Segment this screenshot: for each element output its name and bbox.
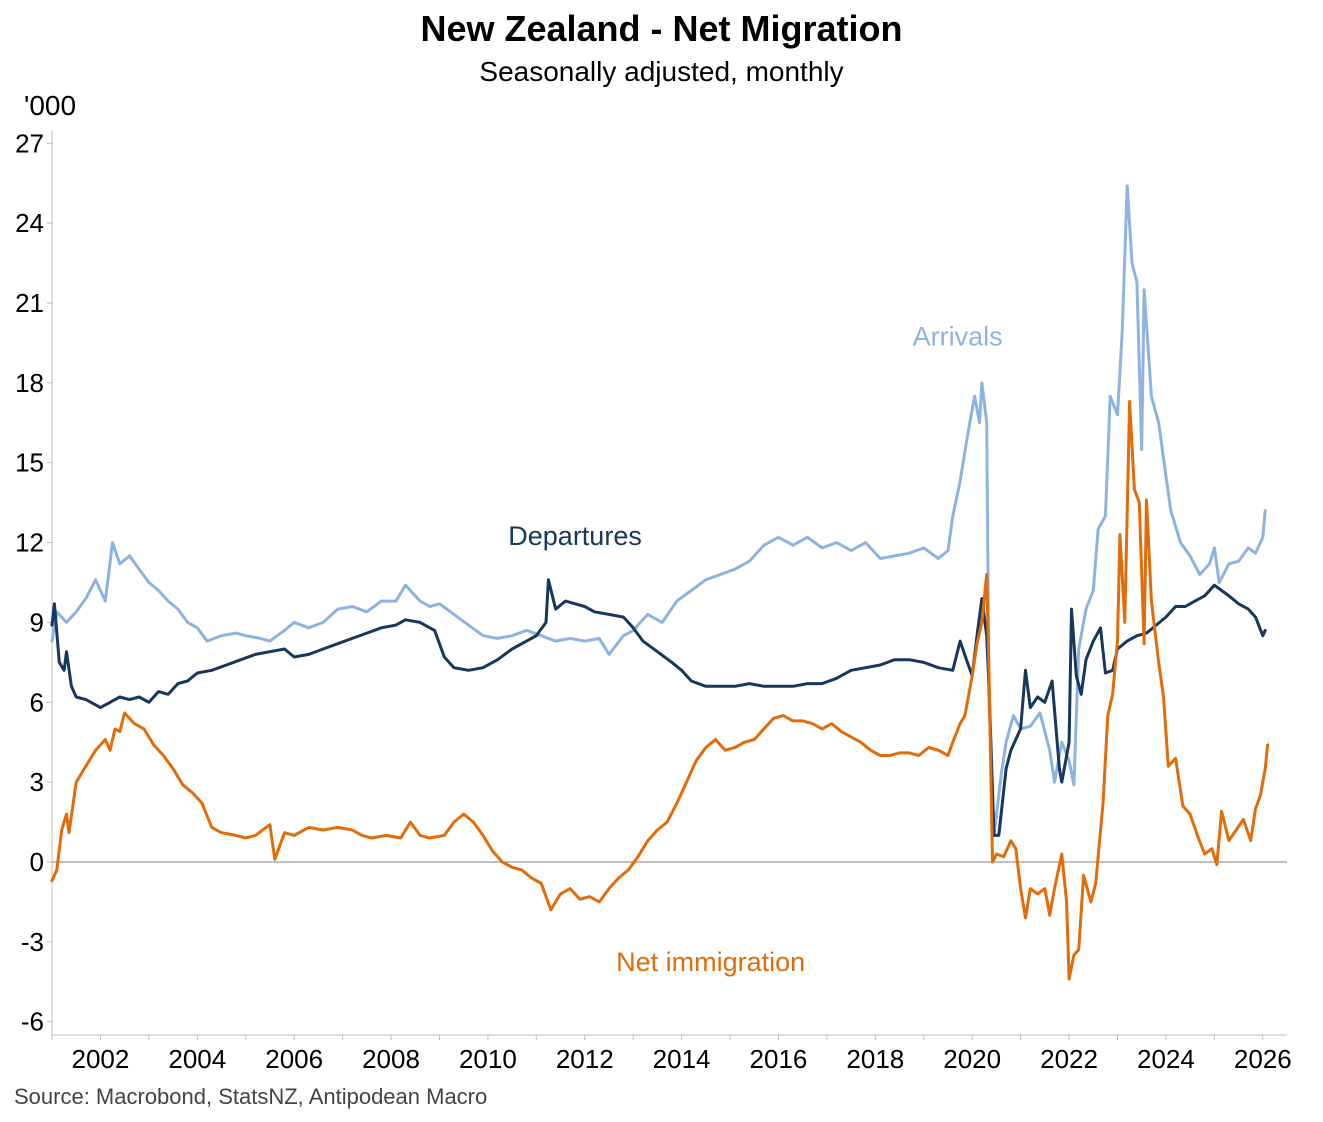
- y-tick-label: 24: [15, 208, 44, 238]
- series-label-departures: Departures: [508, 521, 642, 551]
- y-tick-label: 27: [15, 128, 44, 158]
- series-line-net-immigration: [50, 400, 1270, 981]
- x-tick-label: 2002: [72, 1044, 130, 1074]
- y-axis-unit: '000: [24, 90, 77, 121]
- y-tick-label: 15: [15, 448, 44, 478]
- y-tick-label: 0: [30, 847, 44, 877]
- x-tick-label: 2008: [362, 1044, 420, 1074]
- x-tick-label: 2024: [1137, 1044, 1195, 1074]
- x-tick-label: 2020: [943, 1044, 1001, 1074]
- y-tick-label: 6: [30, 687, 44, 717]
- series-label-net-immigration: Net immigration: [616, 947, 805, 977]
- x-tick-label: 2010: [459, 1044, 517, 1074]
- x-tick-label: 2016: [750, 1044, 808, 1074]
- source-note: Source: Macrobond, StatsNZ, Antipodean M…: [14, 1084, 488, 1109]
- x-tick-label: 2004: [168, 1044, 226, 1074]
- y-tick-label: 18: [15, 368, 44, 398]
- series-line-arrivals: [50, 184, 1267, 837]
- y-tick-label: -6: [21, 1007, 44, 1037]
- y-tick-label: 12: [15, 528, 44, 558]
- y-tick-label: 21: [15, 288, 44, 318]
- x-tick-label: 2012: [556, 1044, 614, 1074]
- y-tick-label: -3: [21, 927, 44, 957]
- series-label-arrivals: Arrivals: [913, 322, 1003, 352]
- x-tick-label: 2018: [846, 1044, 904, 1074]
- series-line-departures: [50, 578, 1267, 837]
- x-tick-label: 2022: [1040, 1044, 1098, 1074]
- x-tick-label: 2006: [265, 1044, 323, 1074]
- chart-title: New Zealand - Net Migration: [420, 8, 903, 49]
- y-tick-label: 3: [30, 767, 44, 797]
- y-tick-label: 9: [30, 607, 44, 637]
- chart-subtitle: Seasonally adjusted, monthly: [479, 56, 844, 87]
- x-tick-label: 2026: [1234, 1044, 1292, 1074]
- x-tick-label: 2014: [653, 1044, 711, 1074]
